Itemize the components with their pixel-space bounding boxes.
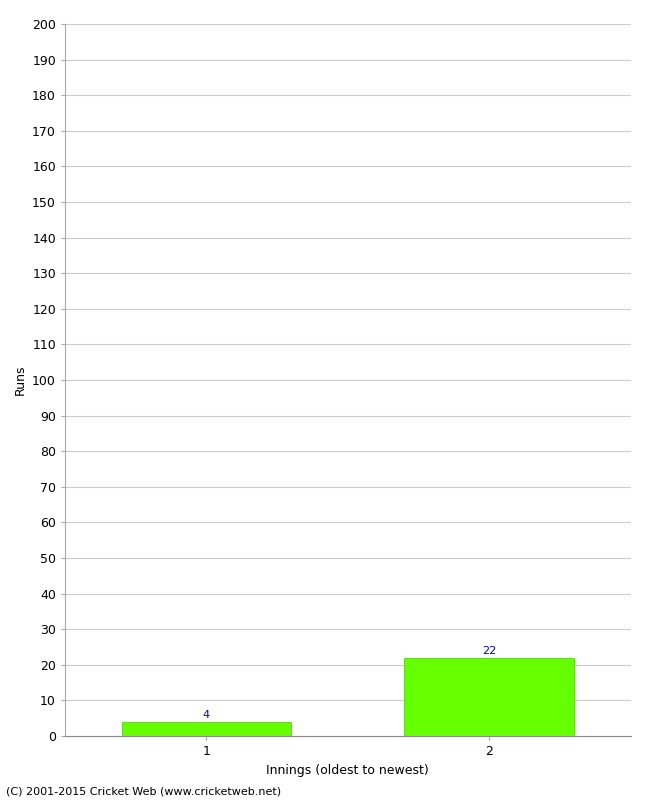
- Text: 4: 4: [203, 710, 210, 720]
- Text: (C) 2001-2015 Cricket Web (www.cricketweb.net): (C) 2001-2015 Cricket Web (www.cricketwe…: [6, 786, 281, 796]
- Y-axis label: Runs: Runs: [14, 365, 27, 395]
- X-axis label: Innings (oldest to newest): Innings (oldest to newest): [266, 763, 429, 777]
- Bar: [404, 658, 574, 736]
- Text: 22: 22: [482, 646, 496, 656]
- Bar: [122, 722, 291, 736]
